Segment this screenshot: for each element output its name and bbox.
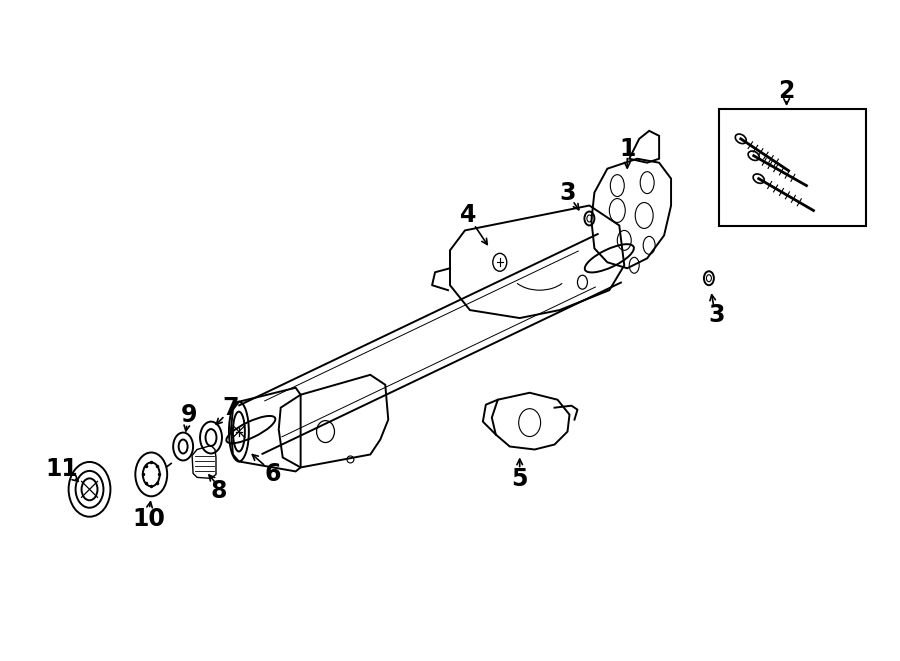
Text: 7: 7 [222,396,239,420]
Text: 10: 10 [133,507,166,531]
Ellipse shape [748,151,760,161]
Text: 9: 9 [181,403,197,426]
Text: 11: 11 [45,457,78,481]
Text: 6: 6 [265,463,281,486]
Text: 4: 4 [460,204,476,227]
Text: 1: 1 [619,137,635,161]
Text: 8: 8 [211,479,227,503]
Bar [719,109,866,227]
Text: 5: 5 [511,467,528,491]
Text: 3: 3 [559,180,576,205]
Text: 3: 3 [708,303,725,327]
Ellipse shape [735,134,746,143]
Ellipse shape [753,174,764,183]
Text: 2: 2 [778,79,795,103]
